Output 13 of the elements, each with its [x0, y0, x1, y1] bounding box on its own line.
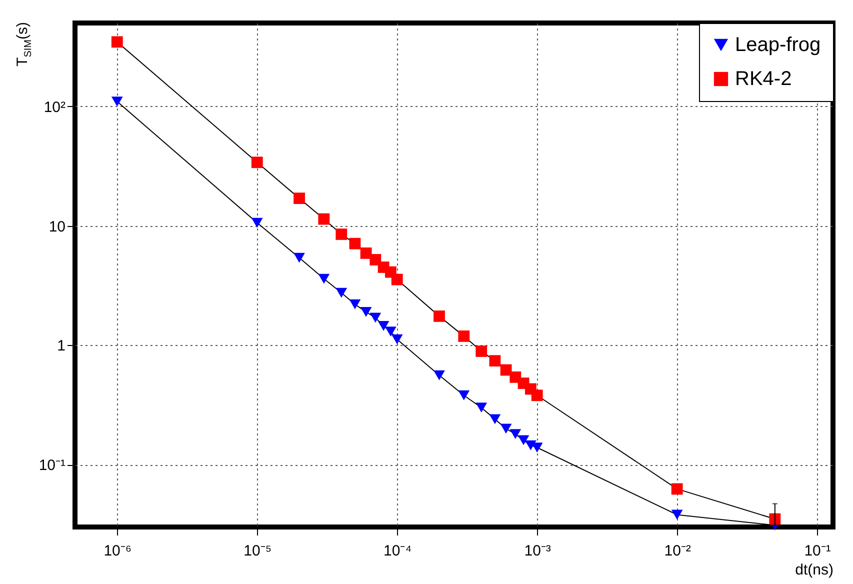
- x-axis-title: dt(ns): [795, 562, 834, 578]
- y-tick-label: 10²: [44, 98, 66, 116]
- legend-label: RK4-2: [735, 68, 792, 90]
- x-tick-label: 10⁻³: [524, 542, 551, 560]
- x-tick-label: 10⁻⁴: [384, 542, 412, 560]
- y-tick-label: 10⁻¹: [38, 457, 66, 474]
- y-tick-label: 1: [57, 338, 66, 355]
- x-tick-label: 10⁻²: [664, 542, 691, 560]
- x-tick-label: 10⁻⁶: [104, 542, 132, 560]
- legend-label: Leap-frog: [735, 34, 821, 56]
- x-tick-label: 10⁻¹: [804, 542, 831, 560]
- x-tick-label: 10⁻⁵: [244, 542, 272, 560]
- y-tick-label: 10: [48, 218, 66, 236]
